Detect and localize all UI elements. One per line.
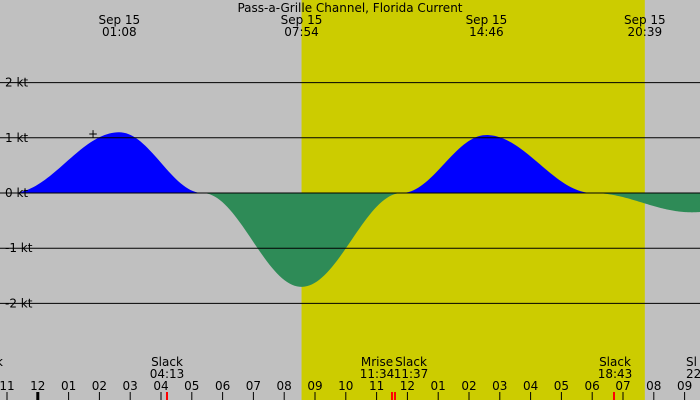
event-label-3: Slack bbox=[395, 355, 427, 369]
y-tick-label-0: 2 kt bbox=[5, 76, 28, 90]
hour-label-1: 12 bbox=[30, 379, 45, 393]
top-time-1: 07:54 bbox=[284, 25, 319, 39]
hour-label-12: 11 bbox=[369, 379, 384, 393]
y-tick-label-1: 1 kt bbox=[5, 131, 28, 145]
grid-lines bbox=[0, 82, 700, 304]
event-time-2: 11:34 bbox=[360, 367, 395, 381]
hour-axis: 11 12 01 02 03 04 05 06 07 08 09 10 11 12 01 02 03 04 05 06… bbox=[0, 379, 692, 400]
flood-area-0 bbox=[11, 132, 203, 193]
hour-label-8: 07 bbox=[246, 379, 261, 393]
flood-area-group bbox=[11, 132, 593, 193]
hour-label-11: 10 bbox=[338, 379, 353, 393]
y-tick-label-4: -2 kt bbox=[5, 296, 33, 310]
hour-label-5: 04 bbox=[153, 379, 168, 393]
max-marker: + bbox=[88, 127, 98, 141]
top-time-0: 01:08 bbox=[102, 25, 137, 39]
top-date-3: Sep 15 bbox=[624, 13, 666, 27]
event-label-4: Slack bbox=[599, 355, 631, 369]
event-marker-3 bbox=[613, 392, 615, 400]
top-date-2: Sep 15 bbox=[466, 13, 508, 27]
hour-label-2: 01 bbox=[61, 379, 76, 393]
hour-label-4: 03 bbox=[123, 379, 138, 393]
event-time-1: 04:13 bbox=[150, 367, 185, 381]
hour-label-16: 03 bbox=[492, 379, 507, 393]
y-axis-ticks: 2 kt 1 kt 0 kt -1 kt -2 kt bbox=[5, 76, 33, 311]
y-tick-label-2: 0 kt bbox=[5, 186, 28, 200]
top-time-2: 14:46 bbox=[469, 25, 504, 39]
chart-title: Pass-a-Grille Channel, Florida Current bbox=[237, 1, 462, 15]
event-time-4: 18:43 bbox=[598, 367, 633, 381]
hour-label-6: 05 bbox=[184, 379, 199, 393]
hour-label-22: 09 bbox=[677, 379, 692, 393]
hour-label-3: 02 bbox=[92, 379, 107, 393]
top-time-3: 20:39 bbox=[628, 25, 663, 39]
hour-label-18: 05 bbox=[554, 379, 569, 393]
top-date-0: Sep 15 bbox=[98, 13, 140, 27]
ebb-area-3 bbox=[592, 193, 700, 213]
hour-label-19: 06 bbox=[585, 379, 600, 393]
hour-label-7: 06 bbox=[215, 379, 230, 393]
event-time-3: 11:37 bbox=[394, 367, 429, 381]
event-label-1: Slack bbox=[151, 355, 183, 369]
bottom-event-labels: kSlack04:13Mrise11:34Slack11:37Slack18:4… bbox=[0, 355, 700, 381]
event-label-0: k bbox=[0, 355, 3, 369]
event-time-5: 22 bbox=[686, 367, 700, 381]
hour-label-20: 07 bbox=[615, 379, 630, 393]
hour-label-13: 12 bbox=[400, 379, 415, 393]
y-tick-label-3: -1 kt bbox=[5, 241, 33, 255]
hour-label-17: 04 bbox=[523, 379, 538, 393]
flood-area-2 bbox=[401, 135, 593, 193]
hour-label-15: 02 bbox=[461, 379, 476, 393]
hour-label-0: 11 bbox=[0, 379, 15, 393]
hour-label-10: 09 bbox=[307, 379, 322, 393]
ebb-area-1 bbox=[202, 193, 402, 287]
hour-label-14: 01 bbox=[431, 379, 446, 393]
event-label-5: Sl bbox=[686, 355, 697, 369]
event-marker-2 bbox=[394, 392, 396, 400]
top-date-1: Sep 15 bbox=[281, 13, 323, 27]
event-marker-1 bbox=[391, 392, 393, 400]
hour-label-9: 08 bbox=[277, 379, 292, 393]
ebb-area-group bbox=[202, 193, 700, 287]
event-label-2: Mrise bbox=[361, 355, 393, 369]
event-marker-0 bbox=[166, 392, 168, 400]
hour-label-21: 08 bbox=[646, 379, 661, 393]
midnight-marker bbox=[36, 392, 40, 400]
